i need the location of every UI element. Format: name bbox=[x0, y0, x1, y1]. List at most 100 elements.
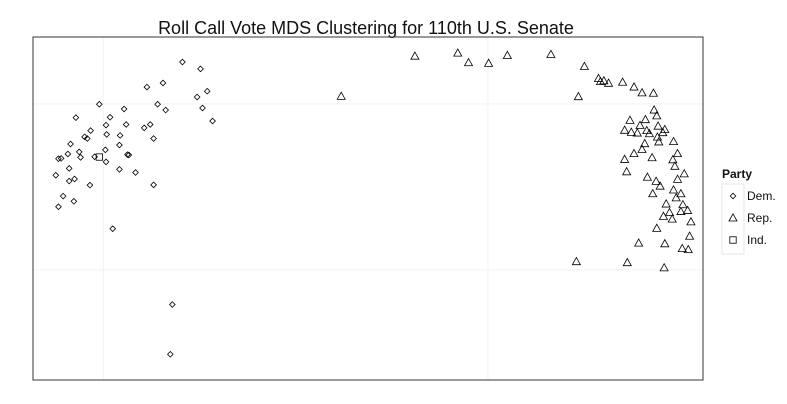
point-rep bbox=[659, 262, 669, 272]
point-rep bbox=[682, 205, 693, 214]
point-dem bbox=[132, 169, 139, 176]
point-rep bbox=[679, 168, 689, 178]
point-rep bbox=[649, 105, 659, 114]
point-rep bbox=[651, 176, 661, 185]
point-rep bbox=[676, 188, 686, 198]
point-rep bbox=[617, 77, 628, 86]
point-rep bbox=[644, 128, 655, 138]
point-rep bbox=[658, 211, 669, 220]
point-dem bbox=[150, 135, 157, 142]
point-rep bbox=[629, 148, 639, 158]
point-rep bbox=[652, 132, 663, 141]
point-dem bbox=[193, 93, 201, 101]
legend-key-box bbox=[721, 183, 745, 255]
point-dem bbox=[162, 106, 170, 114]
point-rep bbox=[579, 61, 590, 70]
point-rep bbox=[653, 121, 663, 130]
point-dem bbox=[52, 171, 60, 179]
point-rep bbox=[463, 57, 474, 67]
point-dem bbox=[59, 192, 67, 200]
point-dem bbox=[168, 301, 176, 308]
point-dem bbox=[81, 133, 88, 141]
point-rep bbox=[655, 181, 665, 190]
point-dem bbox=[95, 100, 103, 108]
point-rep bbox=[668, 136, 679, 146]
point-rep bbox=[671, 192, 681, 202]
point-dem bbox=[150, 181, 157, 189]
point-rep bbox=[637, 87, 647, 97]
point-dem bbox=[116, 166, 123, 173]
point-rep bbox=[640, 114, 651, 124]
point-dem bbox=[203, 87, 211, 95]
point-rep bbox=[647, 152, 657, 162]
point-rep bbox=[632, 128, 643, 137]
point-rep bbox=[652, 110, 662, 120]
point-dem bbox=[72, 114, 80, 121]
point-dem bbox=[179, 58, 186, 66]
point-rep bbox=[668, 184, 679, 194]
legend-key-dem bbox=[729, 192, 737, 200]
point-dem bbox=[55, 203, 62, 211]
legend-items: Dem. Rep. Ind. bbox=[728, 189, 776, 247]
point-rep bbox=[686, 216, 696, 226]
point-dem bbox=[154, 100, 161, 108]
point-rep bbox=[648, 188, 658, 198]
point-rep bbox=[654, 136, 664, 146]
point-dem bbox=[159, 79, 167, 87]
legend-label-ind: Ind. bbox=[747, 233, 767, 247]
point-rep bbox=[453, 48, 463, 57]
point-rep bbox=[546, 49, 556, 58]
point-dem bbox=[120, 105, 128, 113]
point-rep bbox=[410, 51, 420, 60]
point-dem bbox=[70, 197, 78, 205]
point-dem bbox=[83, 135, 91, 142]
point-rep bbox=[619, 125, 630, 134]
point-rep bbox=[640, 138, 650, 148]
point-dem bbox=[64, 150, 72, 158]
point-dem bbox=[71, 175, 78, 183]
point-rep bbox=[664, 207, 675, 217]
point-dem bbox=[57, 155, 65, 162]
point-rep bbox=[626, 127, 636, 136]
point-rep bbox=[625, 115, 635, 124]
point-dem bbox=[209, 117, 216, 125]
point-rep bbox=[502, 50, 513, 59]
chart-title: Roll Call Vote MDS Clustering for 110th … bbox=[158, 18, 574, 38]
point-dem bbox=[122, 121, 130, 128]
point-rep bbox=[661, 199, 671, 208]
point-rep bbox=[683, 244, 693, 254]
point-dem bbox=[146, 121, 154, 128]
point-rep bbox=[648, 88, 659, 97]
legend-key-ind bbox=[729, 236, 737, 244]
point-rep bbox=[629, 82, 639, 91]
point-dem bbox=[86, 181, 94, 189]
point-rep bbox=[571, 256, 582, 266]
point-rep bbox=[595, 76, 606, 85]
point-dem bbox=[101, 146, 109, 154]
grid bbox=[33, 37, 703, 380]
point-rep bbox=[634, 238, 644, 247]
point-ind bbox=[95, 153, 103, 161]
point-dem bbox=[77, 154, 84, 161]
point-rep bbox=[670, 161, 680, 170]
point-dem bbox=[65, 165, 73, 172]
point-dem bbox=[102, 158, 110, 166]
point-dem bbox=[166, 350, 174, 358]
legend-label-dem: Dem. bbox=[747, 189, 776, 203]
legend: Party Dem. Rep. Ind. bbox=[721, 167, 776, 255]
point-dem bbox=[106, 113, 114, 121]
point-dem bbox=[102, 121, 110, 129]
point-dem bbox=[197, 65, 204, 73]
point-dem bbox=[143, 83, 151, 91]
point-rep bbox=[652, 223, 662, 232]
point-dem bbox=[125, 151, 133, 159]
point-rep bbox=[678, 199, 688, 209]
point-dem bbox=[124, 151, 131, 159]
point-rep bbox=[621, 166, 632, 176]
point-dem bbox=[67, 140, 74, 148]
point-rep bbox=[684, 231, 695, 240]
point-dem bbox=[103, 131, 111, 138]
legend-title: Party bbox=[722, 167, 752, 181]
point-dem bbox=[55, 155, 62, 163]
